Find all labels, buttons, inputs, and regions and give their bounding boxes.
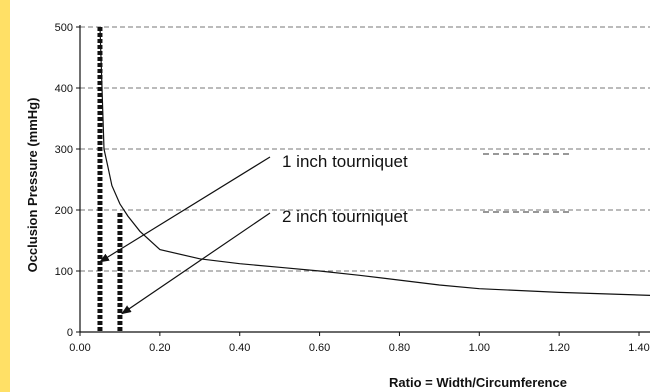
annotation-label-2: 2 inch tourniquet	[282, 207, 408, 226]
y-tick-label-100: 100	[55, 266, 73, 278]
y-tick-label-400: 400	[55, 83, 73, 95]
x-tick-label-1.20: 1.20	[548, 342, 569, 354]
x-tick-label-0.80: 0.80	[389, 342, 410, 354]
y-tick-label-300: 300	[55, 144, 73, 156]
y-tick-label-0: 0	[67, 327, 73, 339]
y-tick-label-500: 500	[55, 22, 73, 34]
y-axis-title: Occlusion Pressure (mmHg)	[25, 98, 40, 273]
x-tick-label-0.40: 0.40	[229, 342, 250, 354]
y-tick-label-200: 200	[55, 205, 73, 217]
x-tick-label-1.40: 1.40	[628, 342, 649, 354]
x-tick-label-1.00: 1.00	[469, 342, 490, 354]
annotation-arrow-2	[121, 212, 271, 315]
left-accent-stripe	[0, 0, 10, 392]
x-tick-label-0.60: 0.60	[309, 342, 330, 354]
annotation-label-1: 1 inch tourniquet	[282, 152, 408, 171]
x-axis-title: Ratio = Width/Circumference	[389, 375, 567, 390]
x-tick-label-0.00: 0.00	[69, 342, 90, 354]
pressure-curve-line-0	[99, 26, 650, 296]
x-tick-label-0.20: 0.20	[149, 342, 170, 354]
annotation-arrow-1	[99, 156, 271, 263]
